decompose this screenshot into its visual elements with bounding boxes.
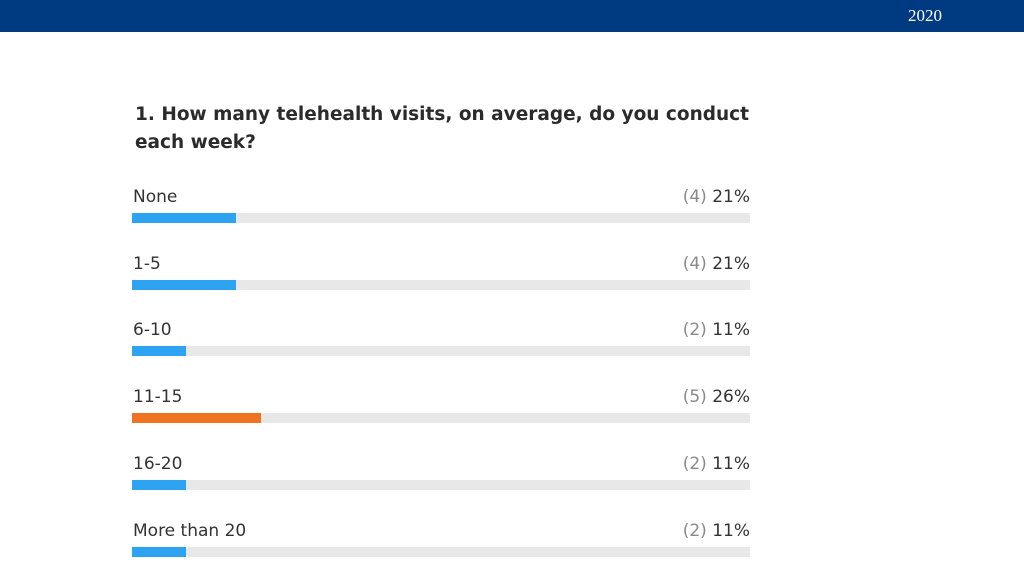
chart-row: None (4) 21%: [132, 187, 750, 227]
category-label: 16-20: [133, 453, 183, 474]
percent-label: 11%: [712, 453, 750, 474]
category-label: 6-10: [133, 320, 172, 341]
percent-label: 21%: [712, 253, 750, 274]
bar-track: [132, 346, 750, 357]
chart-row: 16-20 (2) 11%: [132, 454, 750, 494]
bar: [132, 346, 187, 357]
chart-title: 1. How many telehealth visits, on averag…: [135, 104, 749, 153]
bar: [132, 413, 261, 424]
bar: [132, 279, 236, 290]
data-label: (4) 21%: [683, 187, 750, 207]
data-label: (2) 11%: [683, 454, 750, 474]
percent-label: 11%: [712, 520, 750, 541]
bar-track: [132, 413, 750, 424]
bar-track: [132, 479, 750, 490]
chart-row: 1-5 (4) 21%: [132, 254, 750, 294]
count-label: (5): [682, 387, 707, 408]
data-label: (2) 11%: [683, 320, 750, 340]
percent-label: 26%: [712, 387, 750, 408]
data-label: (2) 11%: [683, 521, 750, 541]
bar: [132, 479, 187, 490]
percent-label: 21%: [712, 187, 750, 207]
count-label: (2): [682, 520, 707, 541]
count-label: (2): [682, 320, 707, 341]
bar-track: [132, 213, 750, 223]
bar: [132, 546, 187, 557]
bar-track: [132, 546, 750, 557]
count-label: (4): [682, 187, 707, 207]
chart-row: 6-10 (2) 11%: [132, 320, 750, 360]
data-label: (5) 26%: [683, 387, 750, 407]
percent-label: 11%: [712, 320, 750, 341]
category-label: 1-5: [133, 253, 161, 274]
category-label: 11-15: [133, 387, 183, 408]
data-label: (4) 21%: [683, 254, 750, 274]
bar-track: [132, 279, 750, 290]
count-label: (4): [682, 253, 707, 274]
top-banner: 2020: [0, 0, 1024, 32]
count-label: (2): [682, 453, 707, 474]
category-label: More than 20: [133, 520, 247, 541]
chart-row: 11-15 (5) 26%: [132, 387, 750, 427]
chart-row: More than 20 (2) 11%: [132, 521, 750, 561]
bar: [132, 213, 236, 223]
year-label: 2020: [908, 6, 942, 25]
category-label: None: [133, 187, 178, 207]
